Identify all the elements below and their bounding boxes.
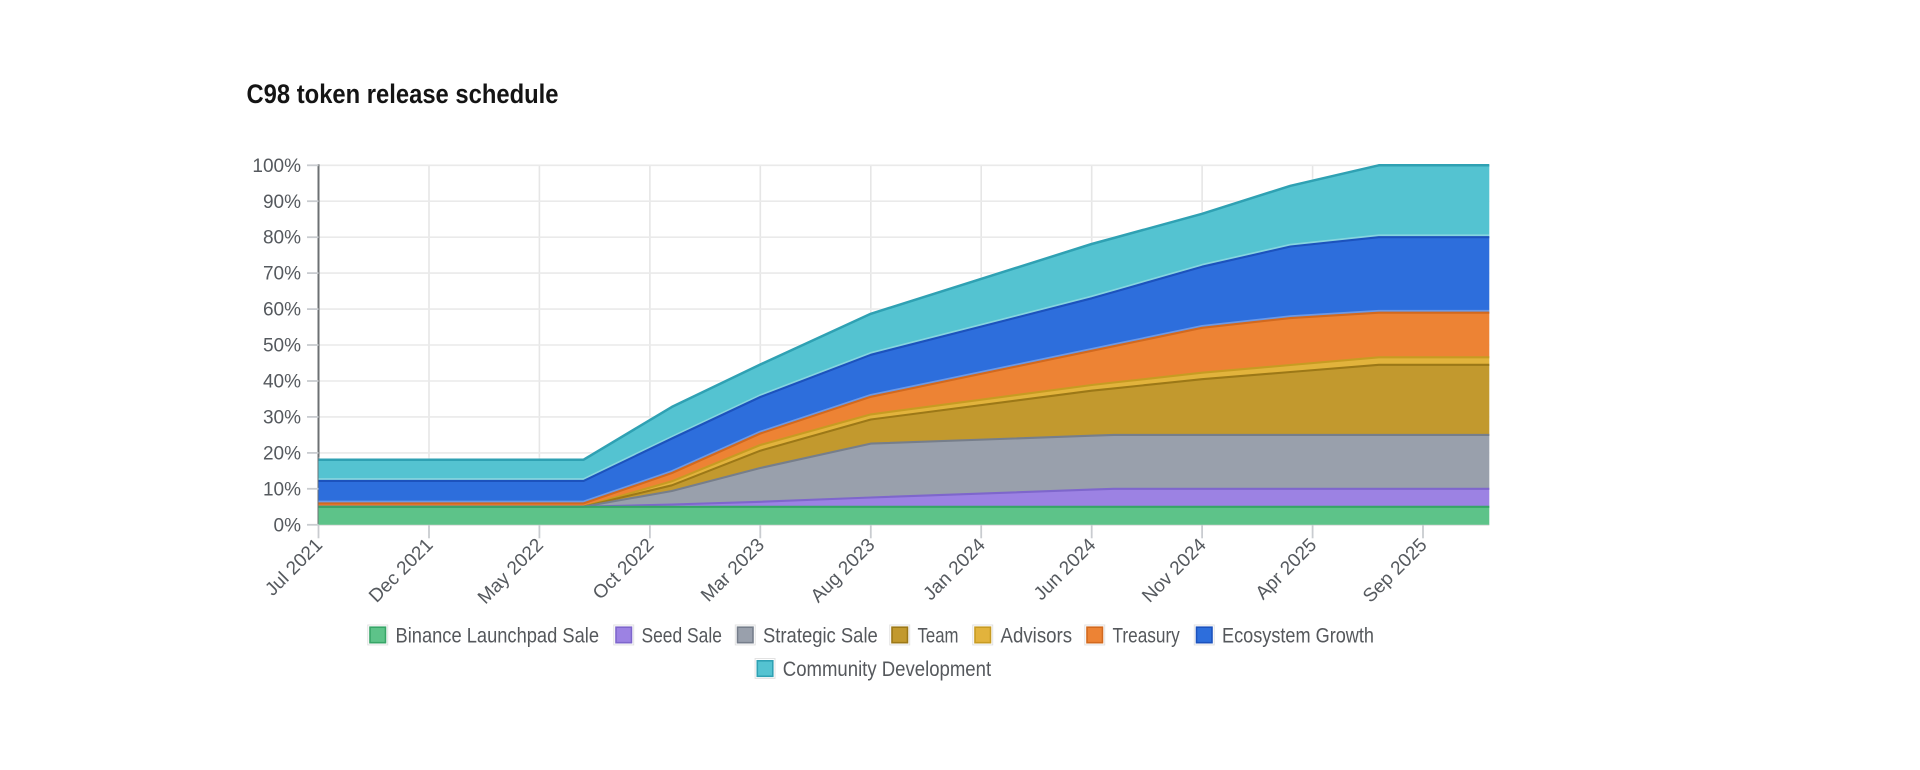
svg-text:30%: 30%: [263, 407, 301, 428]
svg-text:Binance Launchpad Sale: Binance Launchpad Sale: [396, 624, 600, 648]
svg-text:Seed Sale: Seed Sale: [642, 624, 722, 648]
svg-text:80%: 80%: [263, 228, 301, 249]
svg-text:20%: 20%: [263, 443, 301, 464]
svg-text:Strategic Sale: Strategic Sale: [763, 624, 878, 648]
svg-text:50%: 50%: [263, 336, 301, 357]
svg-text:10%: 10%: [263, 479, 301, 500]
svg-text:90%: 90%: [263, 192, 301, 213]
svg-text:0%: 0%: [274, 515, 302, 536]
svg-text:C98 token release schedule: C98 token release schedule: [247, 79, 559, 109]
svg-text:100%: 100%: [252, 156, 301, 177]
svg-text:Ecosystem Growth: Ecosystem Growth: [1222, 624, 1374, 648]
svg-text:70%: 70%: [263, 264, 301, 285]
svg-text:Treasury: Treasury: [1113, 624, 1180, 648]
svg-text:Team: Team: [918, 624, 959, 648]
svg-text:60%: 60%: [263, 300, 301, 321]
svg-text:40%: 40%: [263, 372, 301, 393]
svg-text:Advisors: Advisors: [1001, 624, 1073, 648]
svg-text:Community Development: Community Development: [783, 657, 991, 681]
